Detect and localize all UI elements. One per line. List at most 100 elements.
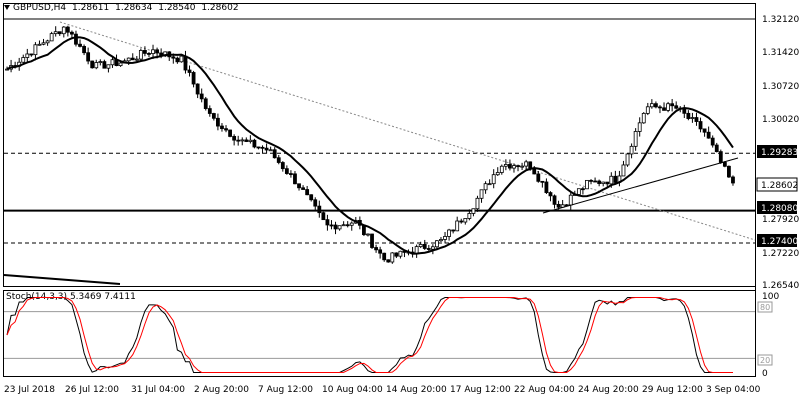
candle [268,149,273,152]
candle [426,248,431,250]
candle [264,147,269,151]
candle [508,164,512,169]
candle [394,252,399,257]
candle [90,60,95,69]
time-tick: 26 Jul 12:00 [65,385,119,395]
candle [430,246,435,250]
candle [224,128,228,131]
candle [568,194,573,206]
candle [337,225,342,230]
candle [341,224,346,227]
price-tick: 1.26540 [762,281,799,291]
candle [70,31,74,35]
stoch-k-line [6,297,733,373]
candle [690,117,695,119]
candle [21,57,26,63]
candle [581,188,585,191]
candle [284,168,289,174]
stoch-tick: 80 [760,303,770,312]
candle [280,162,285,170]
candle [641,112,646,124]
candle [252,139,257,148]
candle [362,224,366,236]
stoch-layer [4,297,755,373]
candle [593,180,597,183]
time-tick: 23 Jul 2018 [4,385,55,395]
candle [126,57,131,62]
candle [662,107,666,111]
price-tick: 1.31420 [762,48,799,58]
time-tick: 17 Aug 12:00 [450,385,511,395]
candle [467,213,472,219]
candle [61,26,66,35]
candle [597,180,602,184]
candle [512,165,516,169]
candle [601,181,606,184]
candle [731,176,735,184]
candle [57,31,62,35]
candle [589,179,593,182]
time-axis: 23 Jul 2018 26 Jul 12:00 31 Jul 04:00 2 … [4,385,761,395]
candle [41,42,46,45]
candle [297,183,301,189]
candle [585,179,589,190]
dropdown-triangle-icon[interactable] [4,5,10,10]
rising-trendline[interactable] [542,157,739,214]
price-tick: 1.27920 [762,215,799,225]
candle [702,128,707,133]
candle [118,62,123,67]
candle [370,233,374,248]
candle [495,172,500,176]
candle [390,252,395,263]
candle [272,149,277,159]
stoch-tick: 100 [762,292,779,302]
candle [398,250,403,257]
candle [94,62,99,69]
candle [78,43,82,47]
candle [439,239,443,242]
candle [576,188,581,195]
time-tick: 24 Aug 20:00 [578,385,639,395]
candle [289,173,293,175]
stoch-20-tag [757,354,773,366]
current-price-tag [756,177,798,192]
candle [240,139,245,142]
candle [621,164,626,177]
candle [528,161,533,169]
candle [195,83,200,95]
candle [45,40,50,44]
candle [674,105,679,109]
candle [645,106,650,114]
stoch-tick: 20 [760,356,770,365]
candle [191,72,196,85]
candle [106,64,111,69]
candle [276,157,281,163]
candle [305,189,310,196]
candle [710,137,715,146]
resistance-price-tag [757,145,797,158]
time-tick: 10 Aug 04:00 [322,385,383,395]
main-pane-frame [3,3,756,287]
stoch-axis: 100 80 20 0 [757,292,779,379]
symbol-label: GBPUSD,H4 [13,3,67,13]
candle [540,180,545,183]
open-value: 1.28611 [72,3,110,13]
chart-header: GBPUSD,H4 1.28611 1.28634 1.28540 1.2860… [4,3,242,13]
candle [479,189,484,199]
candle [248,139,253,142]
candle [203,98,208,109]
candle [366,233,370,236]
candle [491,174,496,185]
candle [325,219,330,226]
candle [556,203,561,208]
price-axis: 1.32120 1.31420 1.30720 1.30020 1.29283 … [756,15,799,291]
candle [374,247,378,251]
close-value: 1.28602 [201,3,239,13]
support-price-tag-text: 1.28080 [761,204,798,214]
candle [378,249,383,254]
candle [475,197,480,210]
candle [382,252,387,261]
candle [345,224,350,227]
